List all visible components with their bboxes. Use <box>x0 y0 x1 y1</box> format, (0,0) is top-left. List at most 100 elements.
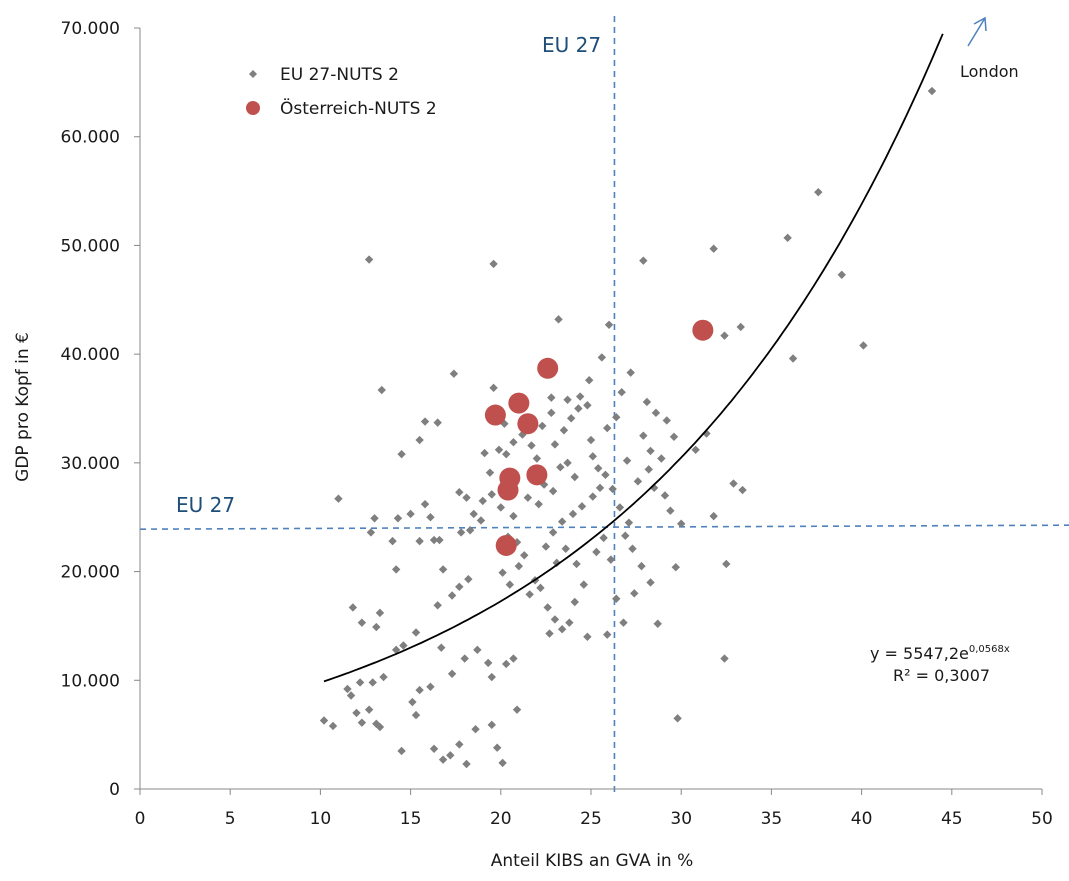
eu-point <box>606 555 616 564</box>
eu-point <box>370 514 379 523</box>
eu-point <box>709 244 718 253</box>
eu-point <box>465 526 475 535</box>
x-ticks: 0 5 10 15 20 25 30 35 40 45 50 <box>135 789 1053 829</box>
eu-point <box>543 603 552 612</box>
eu-point <box>579 580 588 589</box>
eu-point <box>639 431 648 440</box>
eu-point <box>375 722 385 732</box>
eu-point <box>473 645 482 655</box>
eu-point <box>348 603 358 612</box>
trend-r2: R² = 0,3007 <box>893 666 990 685</box>
x-tick-label: 40 <box>851 809 873 829</box>
eu-point <box>577 502 587 511</box>
x-tick-label: 35 <box>761 809 783 829</box>
y-tick-label: 0 <box>109 780 120 800</box>
eu-point <box>525 590 534 599</box>
eu-point <box>814 187 823 197</box>
legend-label-at: Österreich-NUTS 2 <box>280 97 437 119</box>
trend-equation-exponent: 0,0568x <box>969 644 1010 655</box>
eu-point <box>520 551 529 560</box>
eu-point <box>646 446 655 456</box>
eu-point <box>483 658 493 668</box>
eu-point <box>599 533 608 543</box>
eu-point <box>653 619 662 628</box>
eu-point <box>397 449 406 459</box>
x-tick-label: 5 <box>225 809 236 829</box>
x-tick-label: 10 <box>310 809 332 829</box>
eu-point <box>588 492 598 501</box>
eu-point <box>498 568 507 577</box>
eu-point <box>415 536 424 546</box>
eu-point <box>547 393 556 402</box>
eu-point <box>563 458 572 468</box>
x-tick-label: 50 <box>1031 809 1053 829</box>
eu-point <box>666 506 675 515</box>
legend-label-eu: EU 27-NUTS 2 <box>280 65 399 85</box>
eu-point <box>415 685 424 695</box>
eu-point <box>702 429 711 438</box>
eu-point <box>449 369 459 378</box>
eu-point <box>408 697 417 707</box>
eu-point <box>509 438 518 447</box>
london-annotation: London <box>960 16 1019 81</box>
eu-point <box>603 630 612 639</box>
eu-point <box>736 322 745 332</box>
eu-point <box>583 401 592 410</box>
trend-equation: y = 5547,2e0,0568x <box>870 644 1010 663</box>
eu-point <box>527 441 536 450</box>
eu-point <box>372 719 381 728</box>
eu-point <box>357 718 367 727</box>
y-tick-label: 50.000 <box>61 236 120 256</box>
eu-point <box>612 412 621 422</box>
eu-point <box>615 503 625 512</box>
eu-point <box>433 601 442 610</box>
eu-point <box>673 714 682 723</box>
series-at-points <box>484 319 714 556</box>
eu-point <box>391 645 401 655</box>
eu-point <box>476 516 486 525</box>
eu-point <box>539 480 549 489</box>
y-tick-label: 20.000 <box>61 563 120 583</box>
eu-point <box>462 493 471 502</box>
eu-point <box>738 485 747 495</box>
eu-point <box>420 417 430 426</box>
eu-point <box>509 654 518 663</box>
eu-point <box>355 678 365 687</box>
london-label: London <box>960 62 1019 81</box>
eu-point <box>604 320 614 329</box>
eu-point <box>619 618 628 627</box>
eu-point <box>729 479 738 488</box>
x-tick-label: 20 <box>490 809 512 829</box>
eu-point <box>379 672 388 682</box>
eu-point <box>592 547 601 557</box>
eu-point <box>563 395 572 405</box>
eu-point <box>572 559 581 569</box>
x-tick-label: 45 <box>941 809 963 829</box>
eu-point <box>375 608 385 618</box>
eu-point <box>496 503 505 512</box>
eu-point <box>433 418 442 427</box>
eu-point <box>709 511 718 521</box>
y-ticks: 0 10.000 20.000 30.000 40.000 50.000 60.000 70.… <box>61 19 140 800</box>
eu-point <box>514 561 524 571</box>
eu-point <box>438 565 448 574</box>
eu-point <box>399 641 408 650</box>
eu-point <box>429 535 439 545</box>
eu-point <box>552 558 561 568</box>
eu-point <box>456 528 466 537</box>
eu-point <box>783 233 792 243</box>
x-tick-label: 15 <box>400 809 422 829</box>
eu-point <box>662 416 671 425</box>
eu-point <box>669 432 679 441</box>
y-tick-label: 70.000 <box>61 19 120 39</box>
eu-point <box>372 622 381 632</box>
at-point <box>484 404 506 426</box>
eu-point <box>447 669 457 678</box>
y-tick-label: 60.000 <box>61 128 120 148</box>
eu-point <box>570 597 579 607</box>
eu-point <box>489 259 498 269</box>
x-tick-label: 25 <box>580 809 602 829</box>
eu-point <box>478 496 487 506</box>
eu-point <box>541 542 551 551</box>
eu-point <box>471 725 480 734</box>
